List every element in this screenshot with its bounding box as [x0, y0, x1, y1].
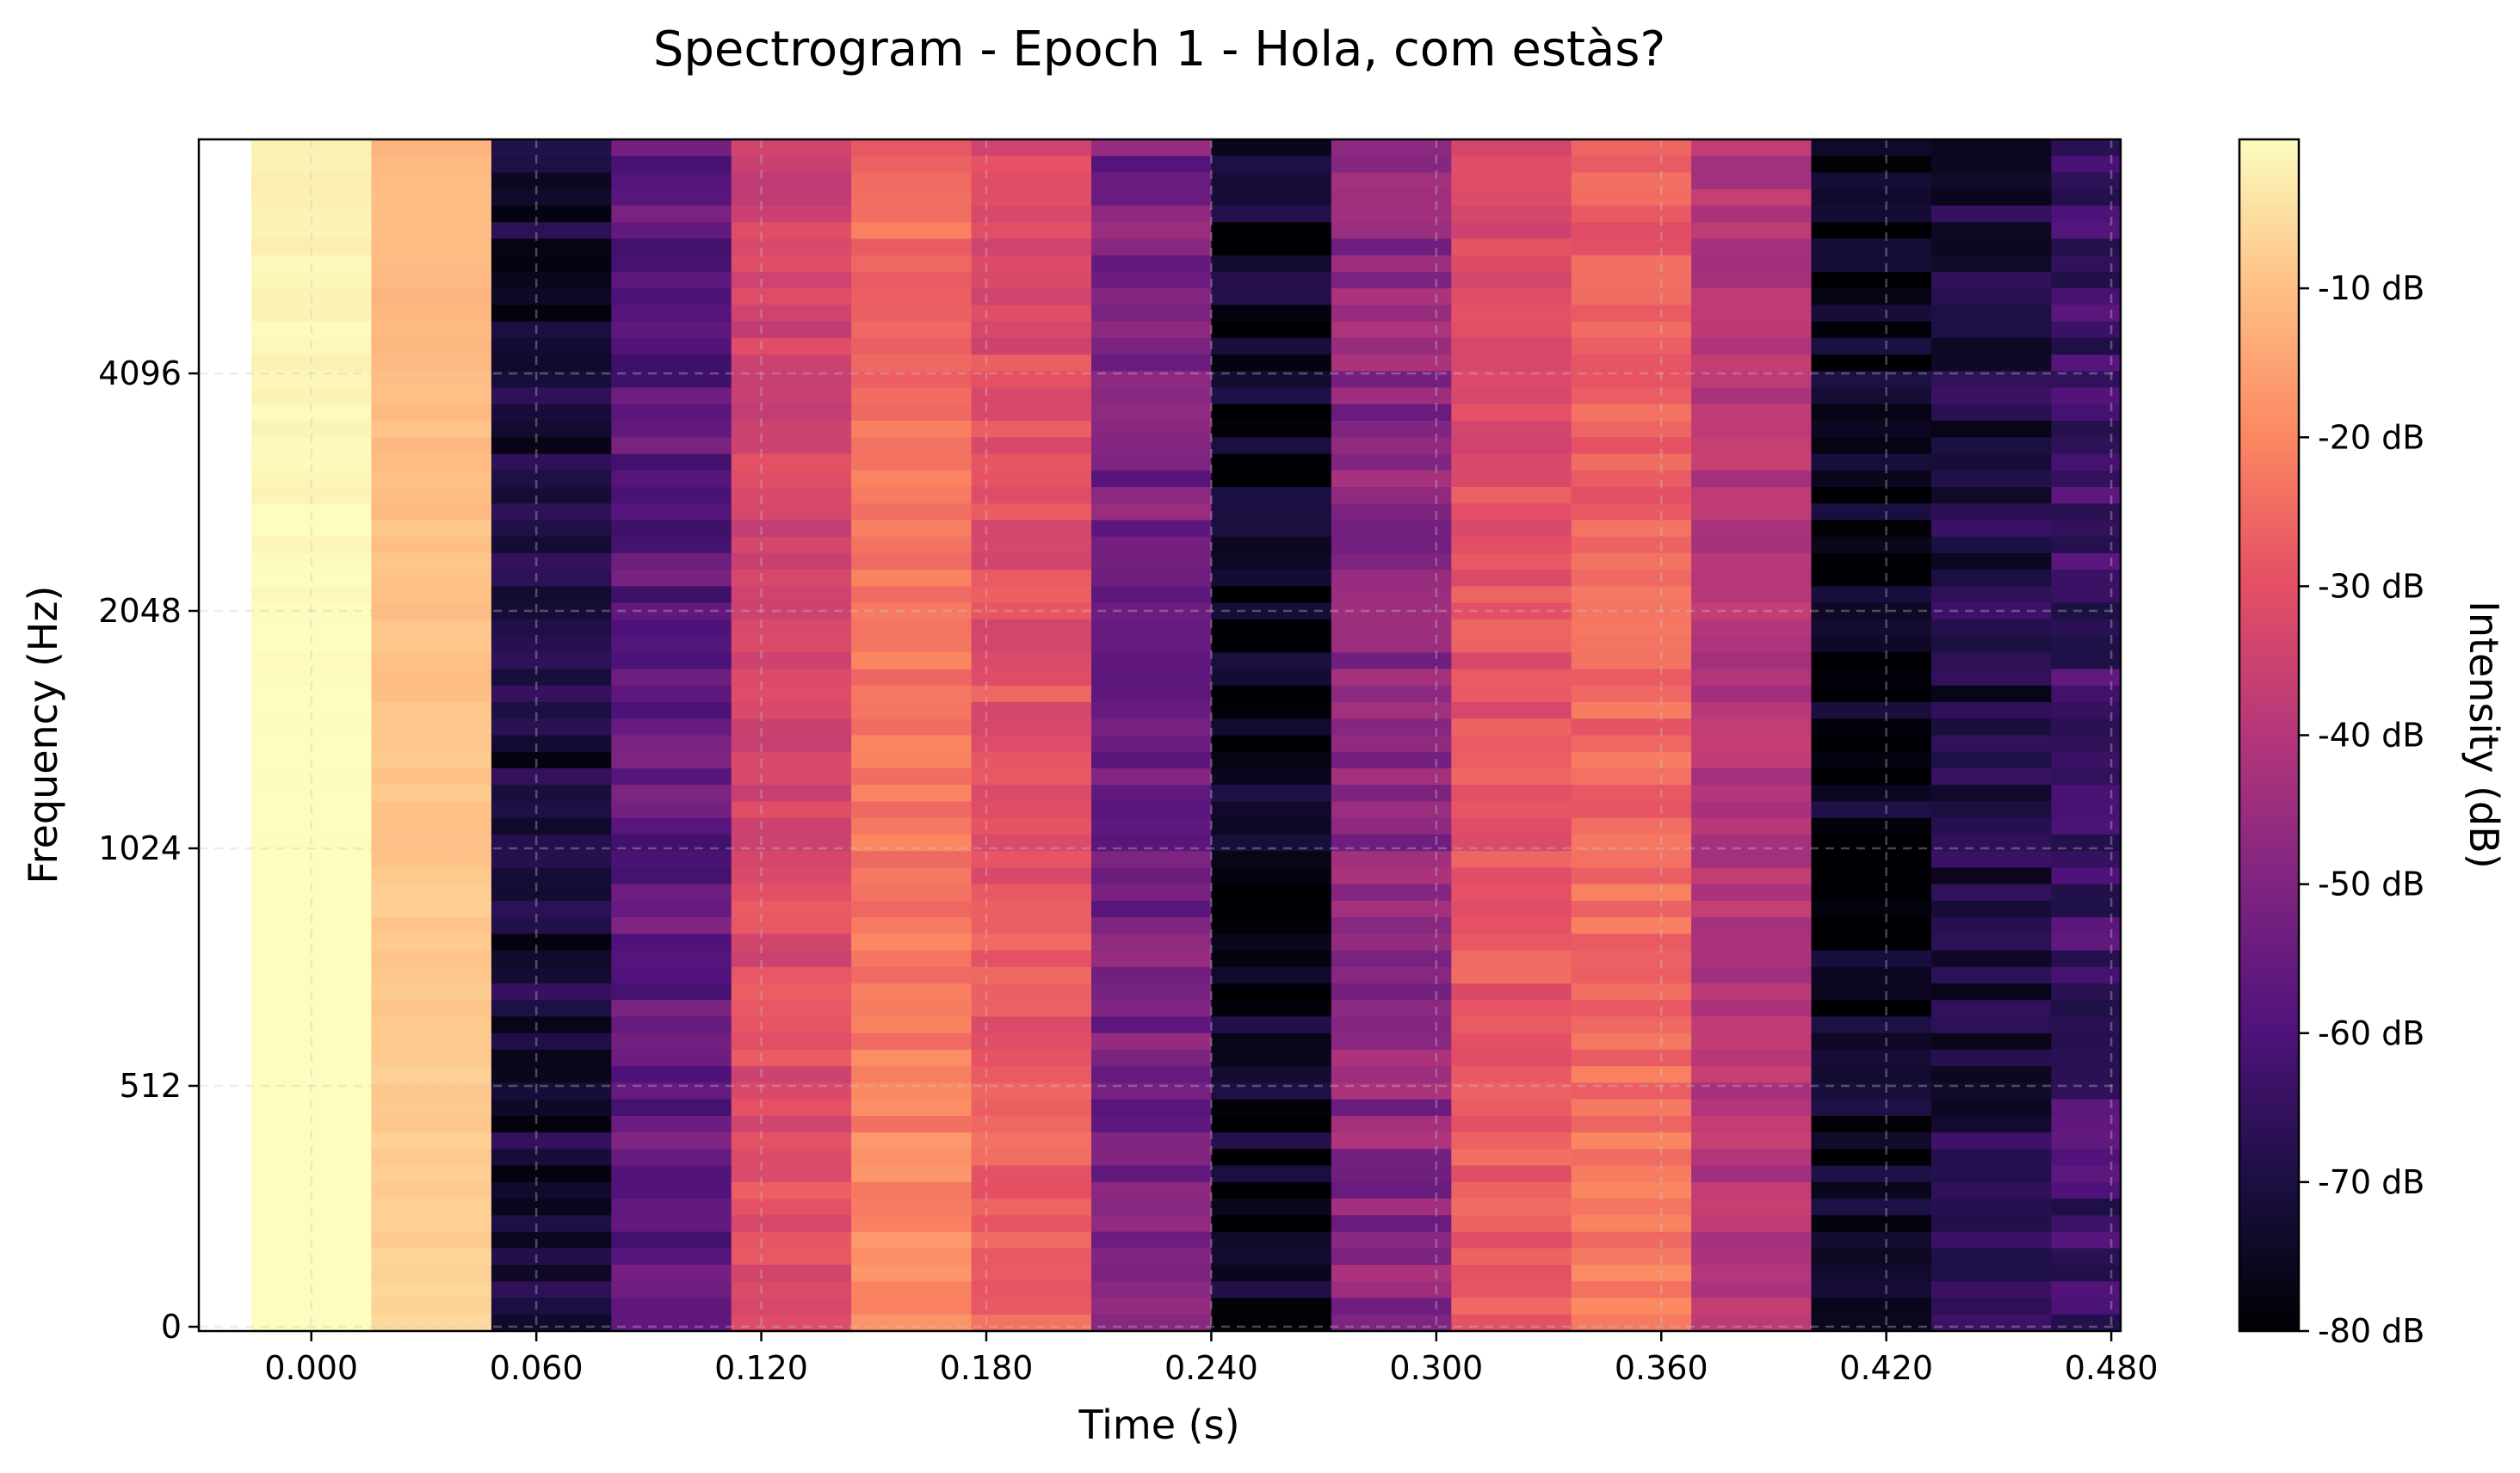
colorbar-tick-label: -50 dB	[2318, 866, 2424, 903]
x-tick-label: 0.420	[1839, 1349, 1933, 1387]
colorbar-tick-label: -80 dB	[2318, 1312, 2424, 1350]
spectrogram-frame	[491, 139, 612, 1331]
x-tick-label: 0.000	[264, 1349, 358, 1387]
spectrogram-frame	[371, 139, 492, 1331]
spectrogram-frame	[1091, 139, 1212, 1331]
spectrogram-frame	[1211, 139, 1332, 1331]
spectrogram-frame	[2051, 139, 2121, 1331]
y-tick-label: 0	[161, 1308, 182, 1346]
colorbar	[2238, 138, 2301, 1333]
y-tick-label: 2048	[98, 592, 182, 630]
spectrogram-frame	[1571, 139, 1692, 1331]
spectrogram-frame	[251, 139, 372, 1331]
spectrogram-frame	[1691, 139, 1813, 1331]
spectrogram-frame	[1331, 139, 1452, 1331]
x-axis: 0.000 0.060 0.120 0.180 0.240 0.300 0.360 0.420…	[264, 1331, 2159, 1387]
spectrogram-frame	[851, 139, 973, 1331]
spectrogram-frame	[611, 139, 732, 1331]
y-tick-label: 1024	[98, 829, 182, 867]
x-tick-label: 0.360	[1615, 1349, 1708, 1387]
y-tick-label: 4096	[98, 354, 182, 392]
spectrogram-heatmap	[251, 139, 2121, 1331]
spectrogram-frame	[1931, 139, 2052, 1331]
y-tick-label: 512	[119, 1067, 182, 1105]
chart-title: Spectrogram - Epoch 1 - Hola, com estàs?	[653, 22, 1665, 77]
colorbar-tick-label: -20 dB	[2318, 418, 2424, 456]
y-axis-label: Frequency (Hz)	[20, 586, 66, 884]
colorbar-tick-label: -10 dB	[2318, 269, 2424, 307]
colorbar-tick-label: -60 dB	[2318, 1014, 2424, 1052]
plot-frame	[197, 138, 2122, 1333]
x-tick-label: 0.180	[940, 1349, 1034, 1387]
x-tick-label: 0.300	[1389, 1349, 1483, 1387]
colorbar-tick-label: -30 dB	[2318, 567, 2424, 605]
spectrogram-frame	[1811, 139, 1932, 1331]
x-tick-label: 0.120	[714, 1349, 808, 1387]
spectrogram-frame	[1451, 139, 1572, 1331]
x-axis-label: Time (s)	[1078, 1402, 1239, 1448]
x-tick-label: 0.060	[490, 1349, 584, 1387]
x-tick-label: 0.240	[1164, 1349, 1258, 1387]
y-axis: 0 512 1024 2048 4096	[98, 354, 199, 1346]
colorbar-tick-label: -70 dB	[2318, 1163, 2424, 1201]
colorbar-ticks: -10 dB -20 dB -30 dB -40 dB -50 dB -60 dB -70 …	[2299, 269, 2424, 1350]
spectrogram-frame	[971, 139, 1092, 1331]
x-tick-label: 0.480	[2065, 1349, 2159, 1387]
spectrogram-frame	[731, 139, 852, 1331]
grid-lines	[199, 139, 2121, 1331]
colorbar-label: Intensity (dB)	[2461, 601, 2507, 869]
colorbar-tick-label: -40 dB	[2318, 717, 2424, 755]
